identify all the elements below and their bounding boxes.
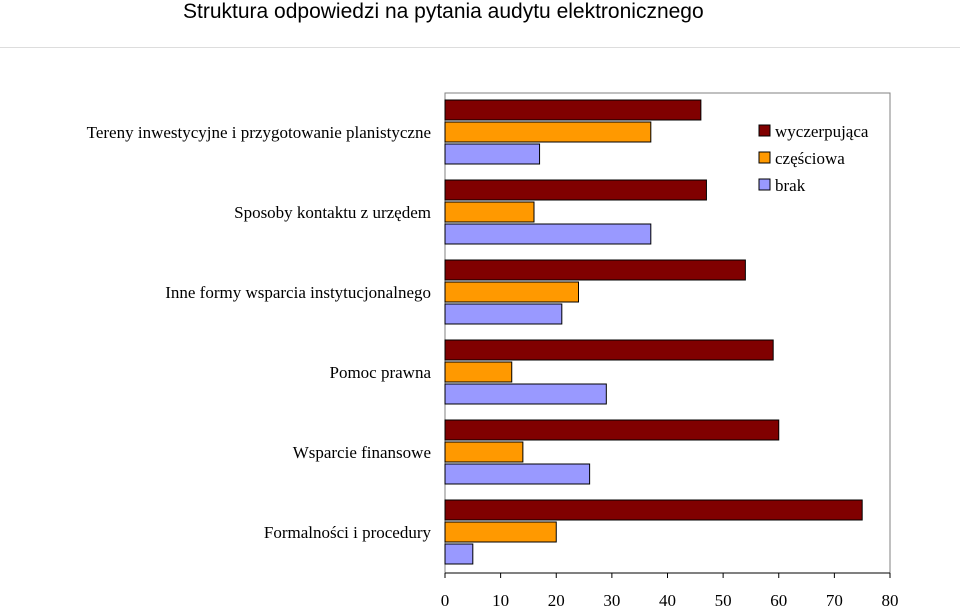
bar-brak-3: [444, 383, 607, 405]
x-tick-label: 50: [715, 591, 732, 607]
x-tick-label: 40: [659, 591, 676, 607]
legend-swatch: [758, 178, 771, 191]
x-tick-label: 30: [603, 591, 620, 607]
bar-wyczerpujaca-5: [444, 499, 863, 521]
bar-brak-0: [444, 143, 541, 165]
bar-czesciowa-4: [444, 441, 524, 463]
x-tick-label: 70: [826, 591, 843, 607]
legend-swatch: [758, 151, 771, 164]
bar-brak-4: [444, 463, 591, 485]
bar-wyczerpujaca-4: [444, 419, 780, 441]
x-tick-label: 0: [441, 591, 450, 607]
page-title: Struktura odpowiedzi na pytania audytu e…: [183, 0, 704, 23]
category-label: Wsparcie finansowe: [293, 443, 431, 462]
bar-czesciowa-3: [444, 361, 513, 383]
category-label: Tereny inwestycyjne i przygotowanie plan…: [87, 123, 431, 142]
category-label: Pomoc prawna: [329, 363, 431, 382]
bar-wyczerpujaca-1: [444, 179, 707, 201]
bar-czesciowa-1: [444, 201, 535, 223]
bar-czesciowa-0: [444, 121, 652, 143]
bar-wyczerpujaca-3: [444, 339, 774, 361]
x-tick-label: 20: [548, 591, 565, 607]
legend-label: brak: [775, 176, 806, 195]
category-label: Inne formy wsparcia instytucjonalnego: [165, 283, 431, 302]
bar-czesciowa-2: [444, 281, 579, 303]
x-tick-label: 80: [882, 591, 899, 607]
bar-brak-5: [444, 543, 474, 565]
bar-wyczerpujaca-2: [444, 259, 746, 281]
legend-box: [753, 118, 873, 198]
bar-brak-1: [444, 223, 652, 245]
bar-wyczerpujaca-0: [444, 99, 702, 121]
category-label: Formalności i procedury: [264, 523, 432, 542]
legend-label: wyczerpująca: [775, 122, 869, 141]
x-tick-label: 10: [492, 591, 509, 607]
category-label: Sposoby kontaktu z urzędem: [234, 203, 431, 222]
x-tick-label: 60: [770, 591, 787, 607]
bar-brak-2: [444, 303, 563, 325]
legend-label: częściowa: [775, 149, 845, 168]
legend-swatch: [758, 124, 771, 137]
title-bar: Struktura odpowiedzi na pytania audytu e…: [0, 0, 960, 48]
bar-czesciowa-5: [444, 521, 557, 543]
